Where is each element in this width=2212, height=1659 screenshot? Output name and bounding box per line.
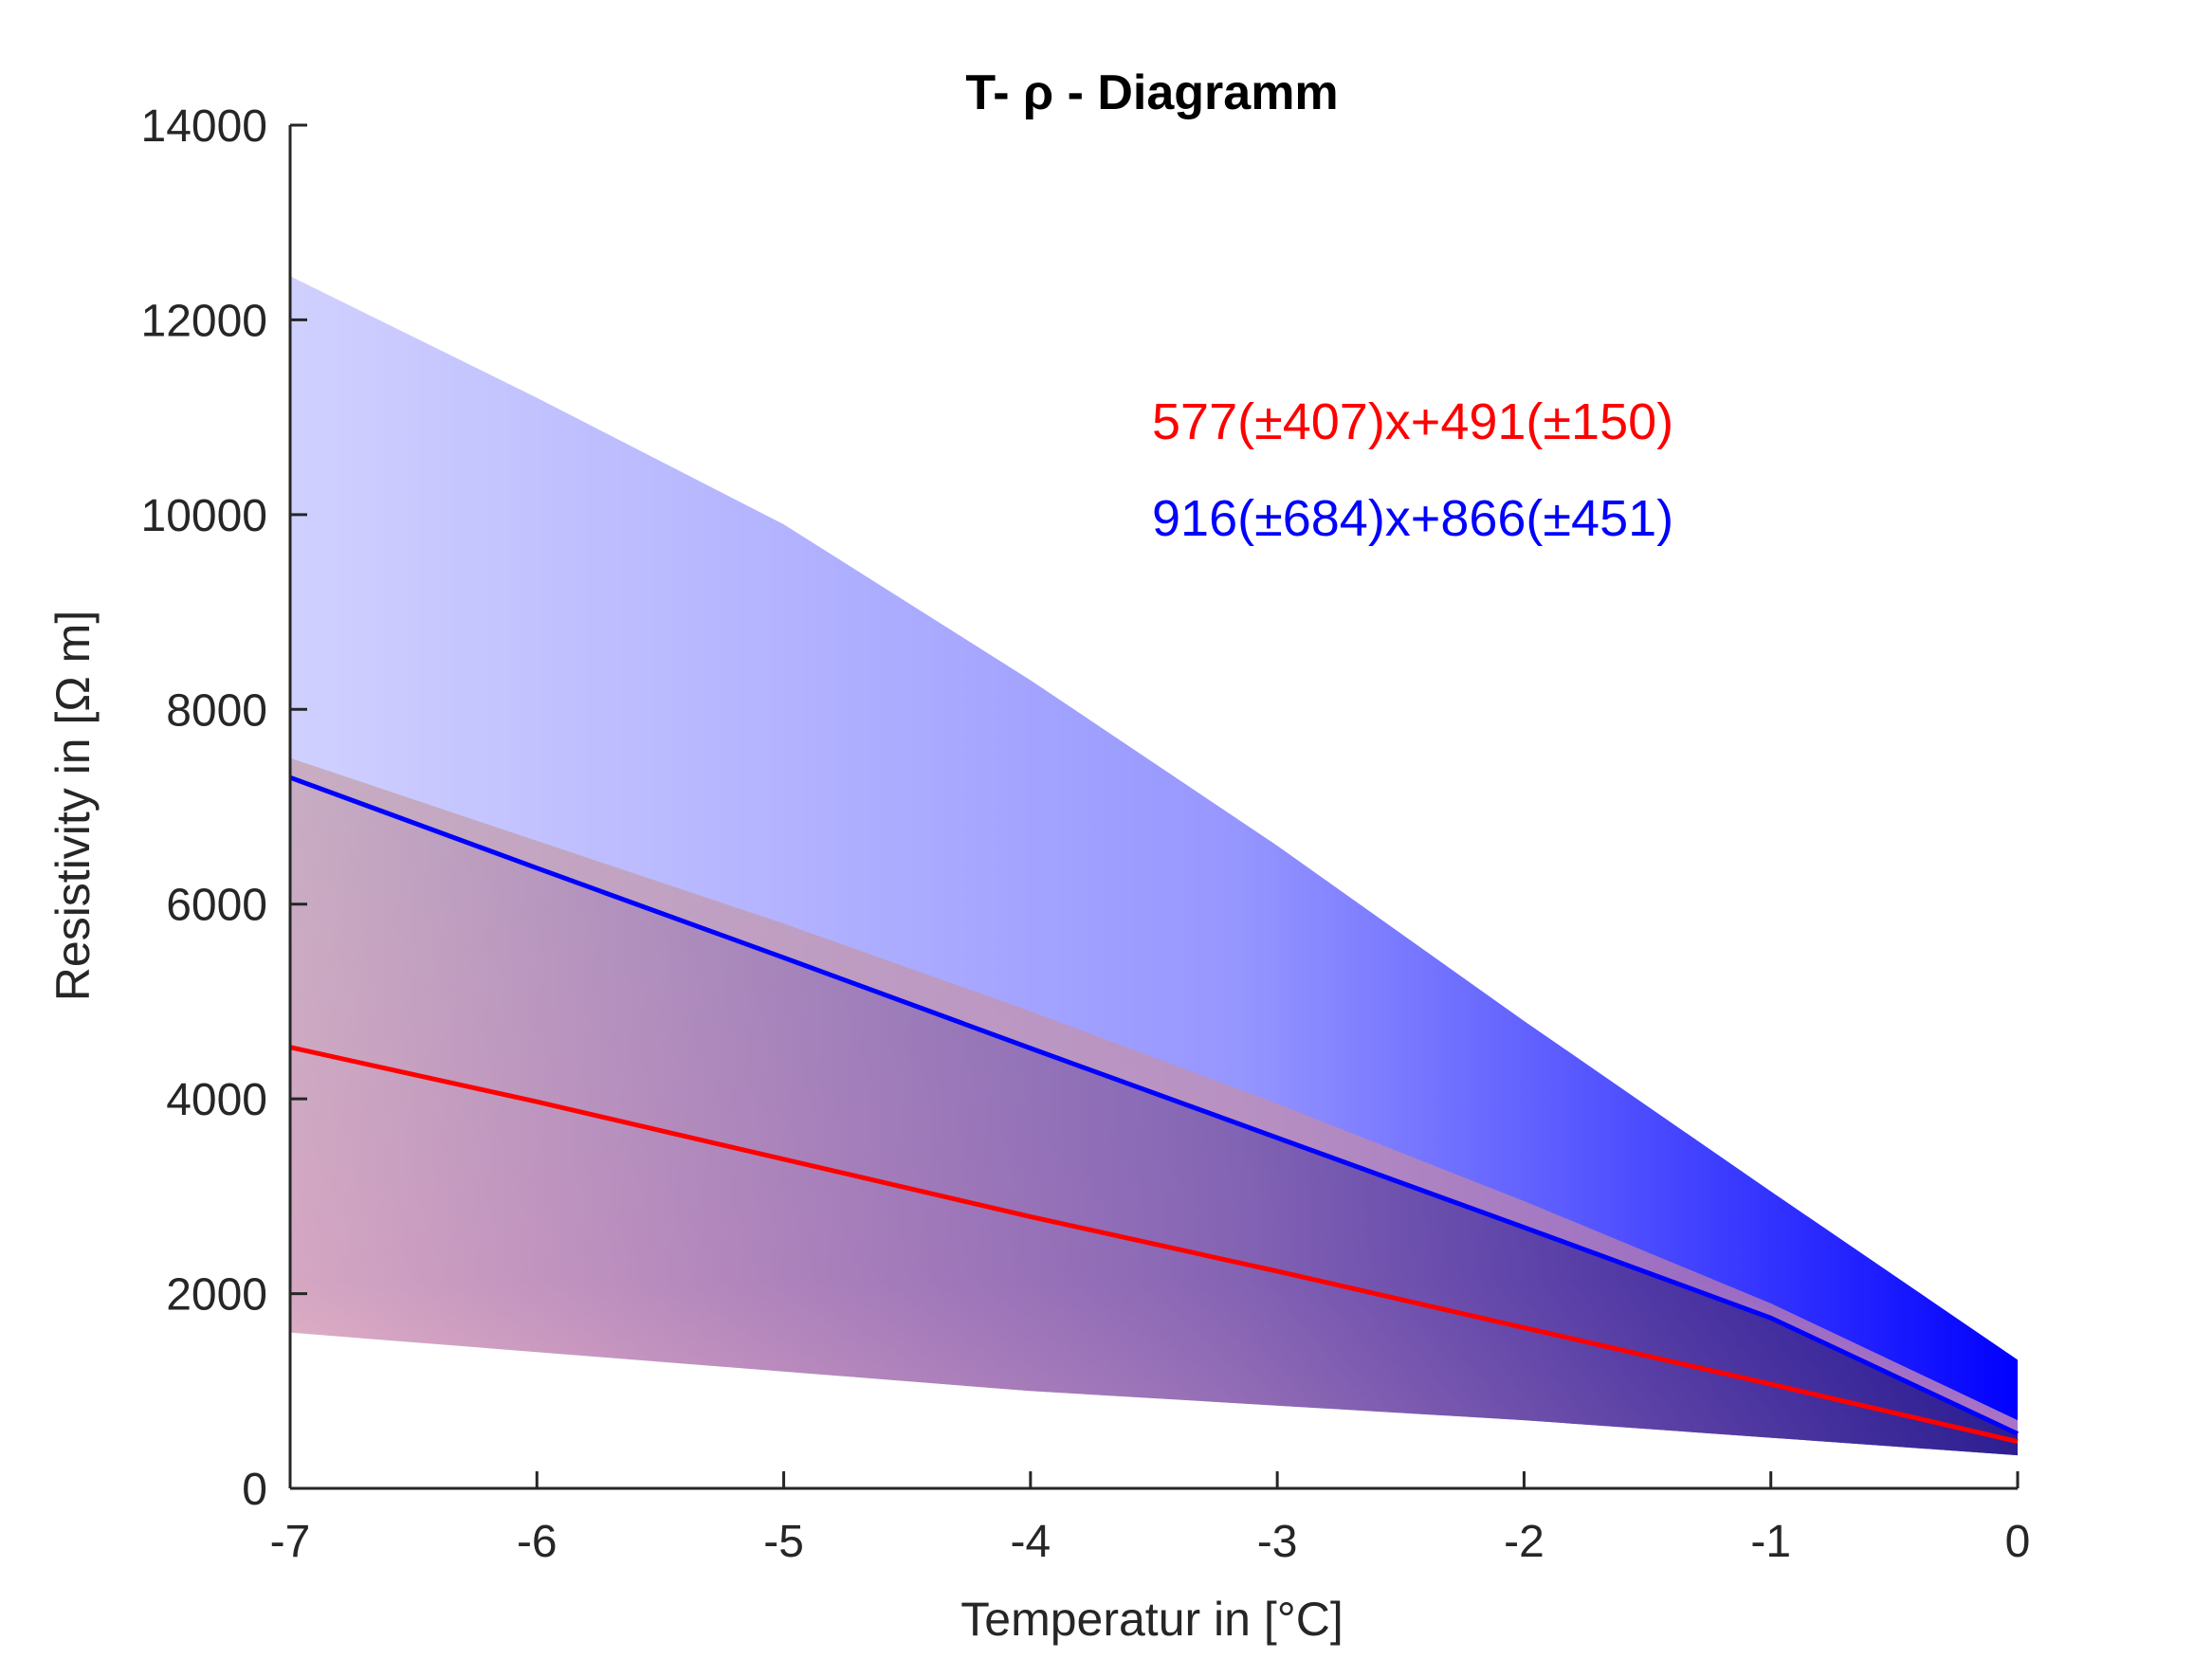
- y-ticks: 0 2000 4000 6000 8000 10000 12000 14000: [141, 101, 307, 1515]
- confidence-bands: [290, 276, 2018, 1456]
- x-ticks: -7 -6 -5 -4 -3 -2 -1 0: [270, 1471, 2031, 1567]
- blue-fit-equation: 916(±684)x+866(±451): [1152, 490, 1673, 547]
- axes: [288, 125, 2018, 1490]
- fit-lines: [289, 775, 2020, 1445]
- y-tick-label: 0: [242, 1465, 267, 1515]
- x-tick-label: -6: [517, 1517, 558, 1567]
- fit-line-series-0: [289, 1045, 2019, 1445]
- y-tick-label: 12000: [141, 296, 267, 346]
- chart-title: T- ρ - Diagramm: [965, 65, 1338, 120]
- y-tick-label: 6000: [166, 881, 267, 931]
- red-fit-equation: 577(±407)x+491(±150): [1152, 393, 1673, 450]
- x-tick-label: -4: [1011, 1517, 1051, 1567]
- x-tick-label: -1: [1750, 1517, 1791, 1567]
- y-tick-label: 2000: [166, 1270, 267, 1321]
- x-tick-label: 0: [2005, 1517, 2031, 1567]
- x-tick-label: -3: [1257, 1517, 1298, 1567]
- x-tick-label: -5: [763, 1517, 804, 1567]
- y-axis-label: Resistivity in [Ω m]: [46, 611, 100, 1001]
- y-tick-label: 4000: [166, 1075, 267, 1125]
- y-tick-label: 8000: [166, 685, 267, 736]
- x-tick-label: -2: [1504, 1517, 1545, 1567]
- band-overlap: [290, 777, 2018, 1456]
- x-axis-label: Temperatur in [°C]: [960, 1593, 1343, 1646]
- y-tick-label: 14000: [141, 101, 267, 152]
- fit-line-series-1: [289, 775, 2020, 1436]
- y-tick-label: 10000: [141, 491, 267, 541]
- x-tick-label: -7: [270, 1517, 311, 1567]
